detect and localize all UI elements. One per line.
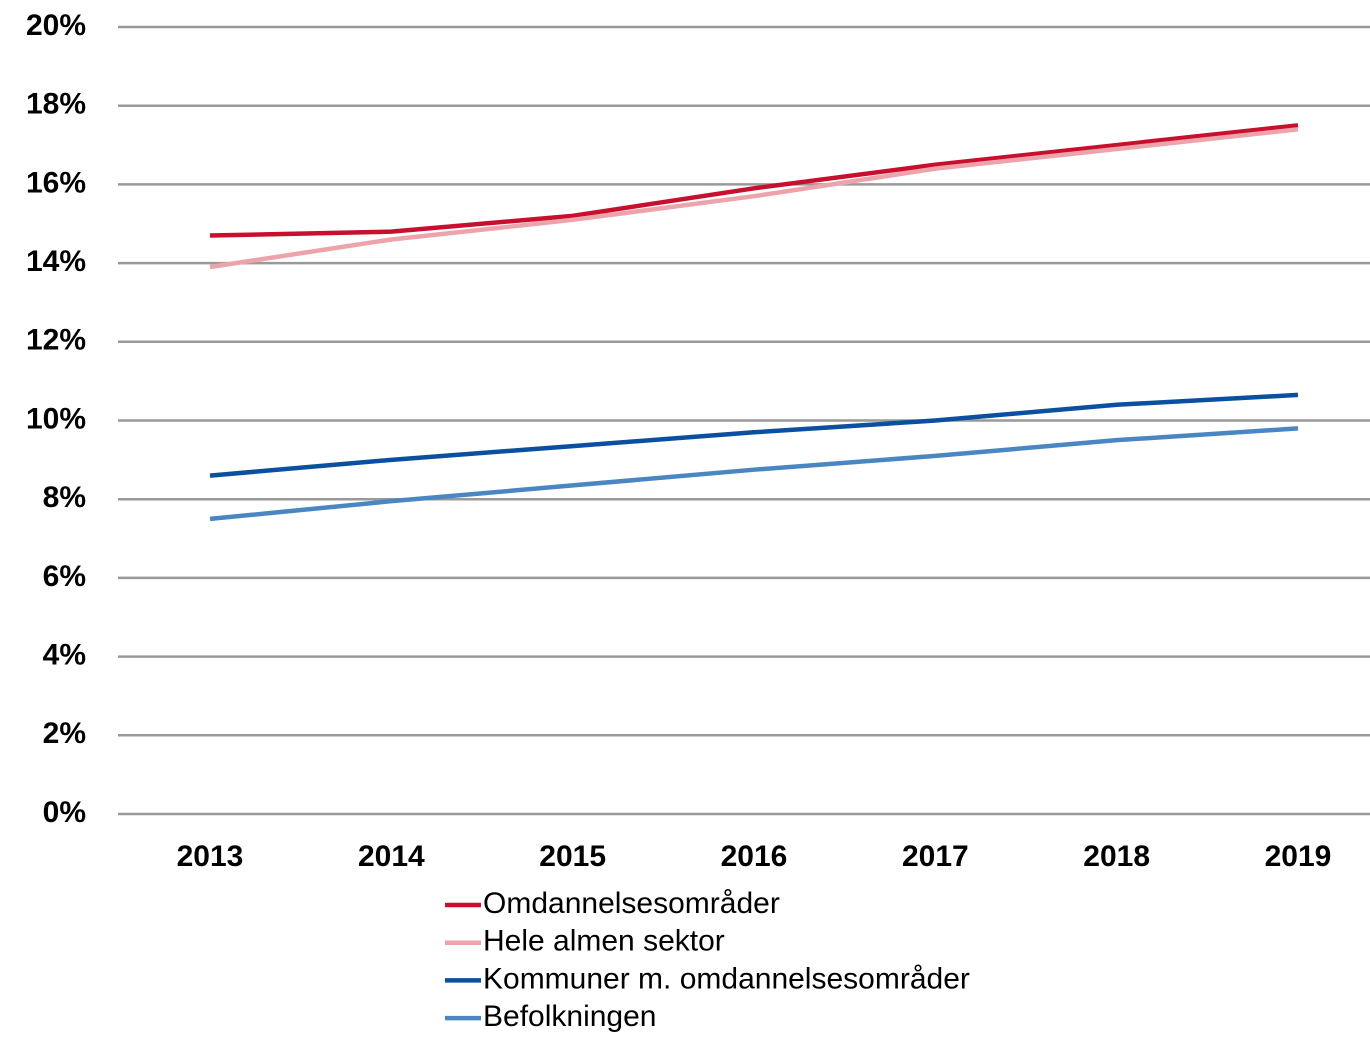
y-tick-label: 14% [26, 245, 86, 278]
y-tick-label: 8% [43, 481, 86, 514]
series-line [209, 123, 1299, 238]
x-tick-label: 2018 [1083, 840, 1150, 873]
x-tick-label: 2017 [902, 840, 969, 873]
y-tick-label: 16% [26, 166, 86, 199]
y-tick-label: 6% [43, 560, 86, 593]
legend-label: Hele almen sektor [483, 925, 725, 958]
x-tick-label: 2015 [539, 840, 606, 873]
series-line [209, 127, 1299, 270]
x-tick-label: 2019 [1265, 840, 1332, 873]
y-tick-label: 12% [26, 324, 86, 357]
x-tick-label: 2014 [358, 840, 425, 873]
series-line [209, 392, 1299, 478]
legend-label: Kommuner m. omdannelsesområder [483, 962, 970, 995]
legend-label: Befolkningen [483, 1000, 656, 1033]
x-tick-label: 2013 [177, 840, 244, 873]
y-tick-label: 0% [43, 796, 86, 829]
y-tick-label: 18% [26, 88, 86, 121]
y-tick-label: 10% [26, 402, 86, 435]
y-tick-label: 2% [43, 717, 86, 750]
x-tick-label: 2016 [721, 840, 788, 873]
y-tick-label: 4% [43, 639, 86, 672]
series-line [209, 426, 1299, 522]
y-tick-label: 20% [26, 9, 86, 42]
legend-label: Omdannelsesområder [483, 887, 780, 920]
